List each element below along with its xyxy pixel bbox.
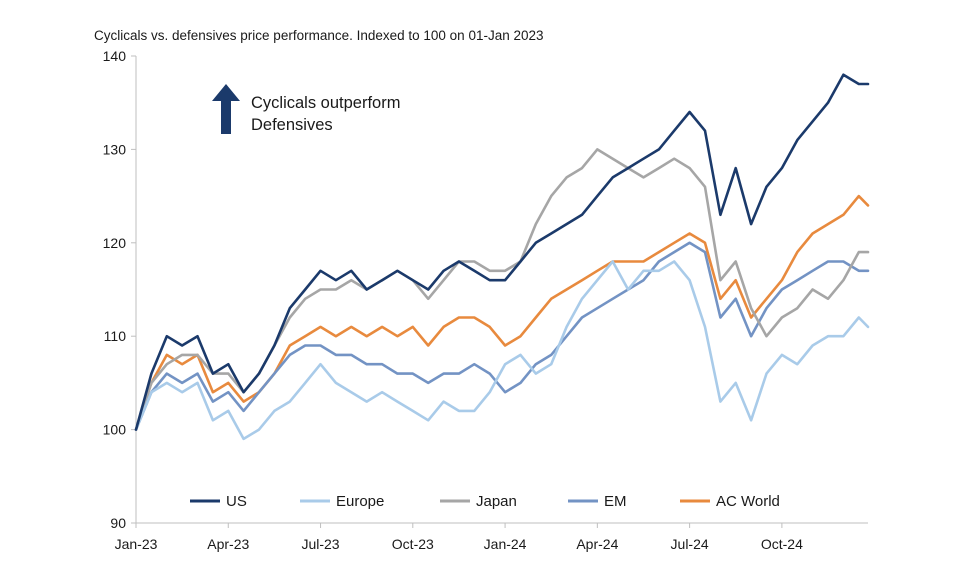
y-tick-label: 90: [110, 515, 126, 531]
series-line-europe: [134, 260, 870, 441]
y-tick-label: 120: [103, 235, 127, 251]
legend-label: EM: [604, 493, 627, 510]
x-tick-label: Jul-24: [671, 536, 709, 552]
legend-label: AC World: [716, 493, 780, 510]
x-tick-label: Apr-23: [207, 536, 249, 552]
y-ticks: 90 100 110 120 130 140: [103, 48, 136, 531]
x-tick-label: Jan-24: [484, 536, 527, 552]
legend-label: Europe: [336, 493, 384, 510]
y-tick-label: 130: [103, 141, 127, 157]
legend-label: Japan: [476, 493, 517, 510]
x-ticks: Jan-23 Apr-23 Jul-23 Oct-23 Jan-24 Apr-24 Jul-…: [115, 523, 803, 552]
up-arrow-icon: [212, 84, 240, 134]
x-tick-label: Oct-23: [392, 536, 434, 552]
annotation-line-2: Defensives: [251, 116, 333, 134]
series-line-us: [134, 73, 870, 431]
y-tick-label: 110: [104, 328, 127, 344]
x-tick-label: Oct-24: [761, 536, 803, 552]
annotation-line-1: Cyclicals outperform: [251, 94, 400, 112]
x-tick-label: Apr-24: [576, 536, 618, 552]
axes: [135, 56, 868, 524]
series-line-ac-world: [134, 194, 870, 431]
series-lines: [134, 73, 870, 441]
legend-label: US: [226, 493, 247, 510]
y-tick-label: 100: [103, 422, 127, 438]
y-tick-label: 140: [103, 48, 127, 64]
series-line-em: [134, 241, 870, 431]
annotation: Cyclicals outperform Defensives: [212, 84, 400, 134]
x-tick-label: Jan-23: [115, 536, 158, 552]
chart-title: Cyclicals vs. defensives price performan…: [94, 28, 544, 43]
legend: US Europe Japan EM AC World: [190, 493, 780, 510]
x-tick-label: Jul-23: [301, 536, 339, 552]
